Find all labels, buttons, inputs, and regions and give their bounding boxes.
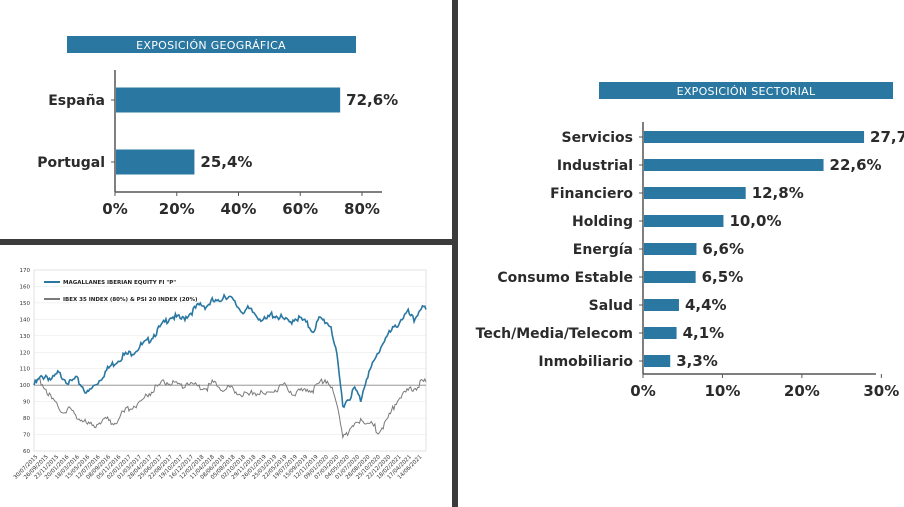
sector-value-label: 27,7%: [870, 128, 904, 146]
sector-value-label: 10,0%: [729, 212, 781, 230]
sector-category-label: Energía: [573, 242, 633, 258]
sector-bar: [644, 355, 671, 367]
geo-x-tick-label: 40%: [221, 200, 257, 218]
sector-value-label: 22,6%: [830, 156, 882, 174]
sector-category-label: Tech/Media/Telecom: [476, 326, 633, 342]
performance-chart: 6070809010011012013014015016017030/07/20…: [13, 268, 427, 481]
perf-y-tick-label: 130: [20, 334, 31, 340]
geo-x-tick-label: 0%: [102, 200, 127, 218]
geo-x-tick-label: 20%: [159, 200, 195, 218]
sector-category-label: Financiero: [550, 186, 633, 202]
perf-y-tick-label: 140: [20, 317, 31, 323]
sector-bar: [644, 299, 679, 311]
sector-bar: [644, 243, 697, 255]
perf-y-tick-label: 110: [20, 367, 31, 373]
perf-legend-label: MAGALLANES IBERIAN EQUITY FI "P": [63, 280, 176, 286]
geo-value-label: 72,6%: [346, 91, 398, 109]
sector-x-tick-label: 0%: [630, 382, 655, 400]
sector-category-label: Industrial: [557, 158, 633, 174]
sector-x-tick-label: 30%: [863, 382, 899, 400]
sector-value-label: 4,4%: [685, 296, 727, 314]
geo-chart: EXPOSICIÓN GEOGRÁFICA 0% 20% 40% 60% 80% Espa…: [37, 36, 398, 218]
sector-category-label: Servicios: [562, 130, 633, 146]
sector-bar: [644, 159, 824, 171]
sector-category-label: Holding: [572, 214, 633, 230]
sector-value-label: 3,3%: [676, 352, 718, 370]
sector-value-label: 6,5%: [702, 268, 744, 286]
sector-category-label: Inmobiliario: [538, 354, 633, 370]
geo-x-tick-label: 60%: [282, 200, 318, 218]
sector-x-tick-label: 20%: [784, 382, 820, 400]
perf-series-index-line: [33, 377, 427, 440]
sector-value-label: 4,1%: [683, 324, 725, 342]
horizontal-divider: [0, 239, 452, 245]
sector-chart: EXPOSICIÓN SECTORIAL 0% 10% 20% 30% Servicio…: [476, 82, 904, 400]
geo-value-label: 25,4%: [200, 153, 252, 171]
geo-bar: [116, 87, 341, 113]
sector-category-label: Salud: [589, 298, 633, 314]
sector-header-title: EXPOSICIÓN SECTORIAL: [677, 85, 816, 98]
perf-series-fund-line: [33, 292, 427, 409]
geo-header-band: [67, 36, 356, 53]
perf-y-tick-label: 60: [23, 449, 30, 455]
sector-bar: [644, 271, 696, 283]
vertical-divider: [452, 0, 458, 507]
perf-y-tick-label: 150: [20, 301, 31, 307]
perf-y-tick-label: 80: [23, 416, 30, 422]
geo-bar: [116, 149, 195, 175]
geo-category-label: Portugal: [37, 155, 105, 171]
perf-y-tick-label: 160: [20, 284, 31, 290]
perf-y-tick-label: 100: [20, 383, 31, 389]
geo-x-tick-label: 80%: [344, 200, 380, 218]
perf-y-tick-label: 70: [23, 433, 30, 439]
geo-category-label: España: [48, 93, 105, 109]
sector-value-label: 12,8%: [752, 184, 804, 202]
sector-value-label: 6,6%: [702, 240, 744, 258]
perf-legend-label: IBEX 35 INDEX (80%) & PSI 20 INDEX (20%): [63, 297, 198, 303]
sector-category-label: Consumo Estable: [497, 270, 633, 286]
sector-bar: [644, 327, 677, 339]
sector-x-tick-label: 10%: [704, 382, 740, 400]
sector-header-band: [599, 82, 893, 99]
perf-y-tick-label: 170: [20, 268, 31, 274]
sector-bar: [644, 187, 746, 199]
sector-bar: [644, 215, 724, 227]
perf-y-tick-label: 120: [20, 350, 31, 356]
geo-header-title: EXPOSICIÓN GEOGRÁFICA: [136, 39, 286, 52]
perf-y-tick-label: 90: [23, 400, 30, 406]
sector-bar: [644, 131, 865, 143]
